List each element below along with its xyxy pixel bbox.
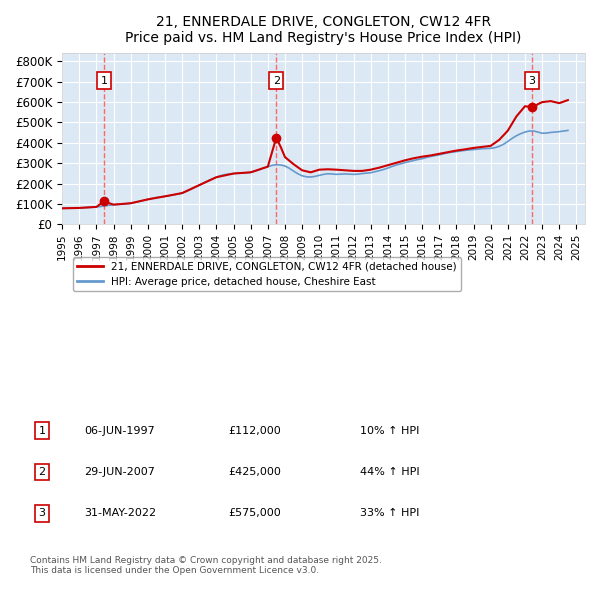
Text: 2: 2 (272, 76, 280, 86)
Text: 1: 1 (38, 426, 46, 435)
Text: £575,000: £575,000 (228, 509, 281, 518)
Text: 33% ↑ HPI: 33% ↑ HPI (360, 509, 419, 518)
Text: £425,000: £425,000 (228, 467, 281, 477)
Text: 29-JUN-2007: 29-JUN-2007 (84, 467, 155, 477)
Legend: 21, ENNERDALE DRIVE, CONGLETON, CW12 4FR (detached house), HPI: Average price, d: 21, ENNERDALE DRIVE, CONGLETON, CW12 4FR… (73, 257, 461, 291)
Text: 06-JUN-1997: 06-JUN-1997 (84, 426, 155, 435)
Text: 2: 2 (38, 467, 46, 477)
Title: 21, ENNERDALE DRIVE, CONGLETON, CW12 4FR
Price paid vs. HM Land Registry's House: 21, ENNERDALE DRIVE, CONGLETON, CW12 4FR… (125, 15, 522, 45)
Text: 3: 3 (38, 509, 46, 518)
Text: 3: 3 (529, 76, 536, 86)
Text: Contains HM Land Registry data © Crown copyright and database right 2025.
This d: Contains HM Land Registry data © Crown c… (30, 556, 382, 575)
Text: 1: 1 (100, 76, 107, 86)
Text: 10% ↑ HPI: 10% ↑ HPI (360, 426, 419, 435)
Text: 44% ↑ HPI: 44% ↑ HPI (360, 467, 419, 477)
Text: £112,000: £112,000 (228, 426, 281, 435)
Text: 31-MAY-2022: 31-MAY-2022 (84, 509, 156, 518)
